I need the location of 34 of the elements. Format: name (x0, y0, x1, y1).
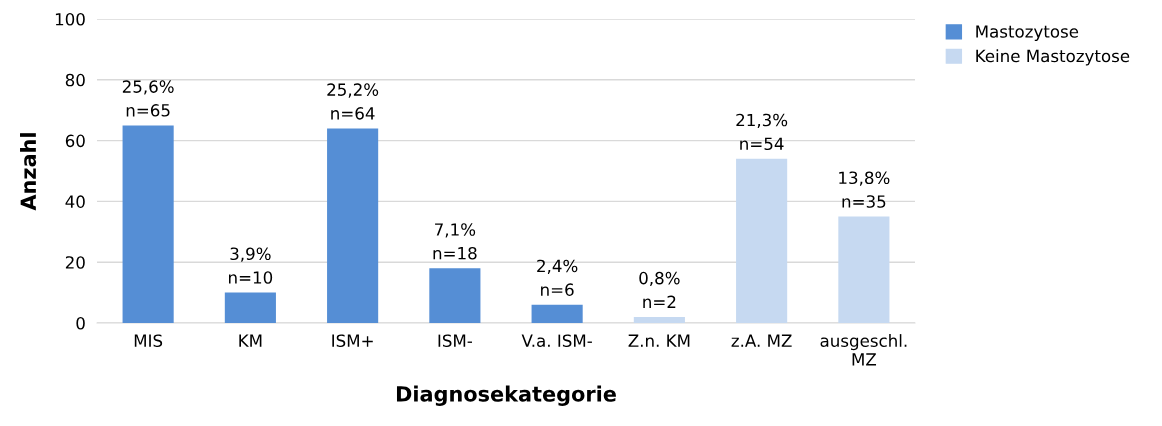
data-label: 25,2% n=64 (327, 83, 379, 120)
y-tick-label: 40 (65, 195, 85, 208)
x-tick-label: z.A. MZ (731, 334, 792, 347)
data-label: 0,8% n=2 (639, 271, 680, 308)
x-tick-label: MIS (134, 334, 163, 348)
bar (838, 216, 890, 323)
bar (224, 292, 276, 323)
y-tick-label: 20 (65, 256, 85, 269)
bar (122, 125, 174, 323)
data-label: 7,1% n=18 (433, 223, 477, 260)
x-tick-label: ausgeschl. MZ (820, 334, 907, 366)
bar (429, 268, 481, 323)
x-tick-label: V.a. ISM- (521, 334, 592, 348)
data-label: 21,3% n=54 (736, 113, 788, 151)
y-tick-label: 100 (55, 12, 85, 26)
bar (327, 128, 379, 323)
x-tick-label: ISM+ (332, 334, 373, 348)
x-tick-label: KM (239, 334, 262, 347)
data-label: 13,8% n=35 (839, 171, 890, 208)
y-tick-label: 0 (76, 316, 85, 330)
bar (633, 316, 685, 323)
y-axis-title: Anzahl (20, 133, 37, 211)
y-tick-label: 60 (65, 134, 85, 148)
x-tick-label: Z.n. KM (628, 334, 690, 347)
legend-label: Keine Mastozytose (976, 49, 1130, 66)
data-label: 2,4% n=6 (537, 259, 578, 296)
data-label: 25,6% n=65 (122, 80, 174, 117)
y-tick-label: 80 (65, 73, 85, 87)
bar (736, 158, 788, 323)
bar (531, 304, 583, 323)
data-label: 3,9% n=10 (229, 247, 273, 284)
legend-label: Mastozytose (976, 25, 1079, 42)
x-axis-title: Diagnosekategorie (396, 385, 616, 406)
x-tick-label: ISM- (438, 334, 472, 348)
